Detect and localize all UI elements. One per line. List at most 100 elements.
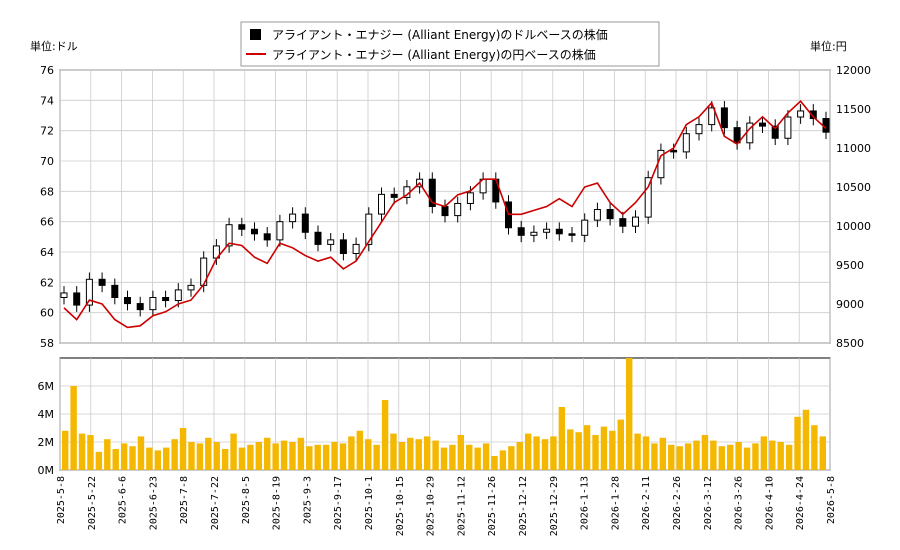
candle-body <box>759 122 766 127</box>
left-tick-label: 72 <box>40 125 54 138</box>
left-axis-ticks: 58 60 62 64 66 68 70 72 74 76 <box>40 64 54 350</box>
volume-bar <box>280 440 288 470</box>
volume-bar <box>255 442 263 470</box>
x-tick-label: 2025-9-3 <box>302 476 313 524</box>
x-tick-label: 2025-9-17 <box>333 476 344 530</box>
volume-bar <box>390 433 397 470</box>
volume-bar <box>171 439 178 470</box>
volume-bars <box>62 358 826 470</box>
candle-body <box>85 278 93 306</box>
x-tick-label: 2025-7-22 <box>210 476 221 530</box>
volume-bar <box>146 447 153 470</box>
volume-axis-ticks: 0M 2M 4M 6M <box>38 380 55 477</box>
volume-bar <box>423 436 431 470</box>
left-tick-label: 70 <box>40 155 54 168</box>
volume-bar <box>684 443 692 470</box>
legend-box <box>240 21 660 67</box>
volume-bar <box>289 442 296 470</box>
right-tick-label: 11500 <box>836 103 871 116</box>
x-tick-label: 2026-2-26 <box>672 476 683 530</box>
volume-bar <box>499 450 507 470</box>
left-tick-label: 58 <box>40 337 54 350</box>
x-tick-label: 2026-1-13 <box>580 476 591 530</box>
right-axis-unit: 単位:円 <box>810 39 847 53</box>
candle-body <box>466 192 474 204</box>
candle-body <box>276 221 284 241</box>
jpy-price-line <box>63 100 827 329</box>
candle-body <box>644 177 652 218</box>
volume-bar <box>769 440 776 470</box>
volume-bar <box>668 444 675 470</box>
x-tick-label: 2026-5-8 <box>826 476 837 524</box>
candle-body <box>352 243 360 255</box>
legend: アライアント・エナジー (Alliant Energy)のドルベースの株価 アラ… <box>240 21 660 67</box>
volume-bar <box>508 446 515 470</box>
volume-bar <box>179 428 187 470</box>
candle-body <box>695 124 703 135</box>
volume-tick-label: 2M <box>38 436 55 449</box>
volume-bar <box>617 419 624 470</box>
volume-bar <box>474 447 481 470</box>
candle-body <box>733 127 741 144</box>
volume-bar <box>760 436 768 470</box>
candle-body <box>428 178 436 207</box>
candle-body <box>606 209 614 220</box>
x-tick-label: 2025-5-8 <box>56 476 67 524</box>
x-tick-label: 2026-2-11 <box>641 476 652 530</box>
candle-body <box>593 209 601 221</box>
x-tick-label: 2025-10-1 <box>364 476 375 530</box>
volume-bar <box>541 439 549 470</box>
volume-bar <box>137 436 145 470</box>
candle-body <box>124 297 131 305</box>
candle-body <box>632 216 639 227</box>
volume-tick-label: 0M <box>38 464 55 477</box>
candle-body <box>390 193 398 198</box>
candle-body <box>251 228 258 235</box>
volume-bar <box>381 400 389 470</box>
x-tick-label: 2025-12-29 <box>549 476 560 536</box>
volume-bar <box>718 446 725 470</box>
volume-bar <box>609 430 616 470</box>
candle-body <box>339 239 347 255</box>
x-tick-label: 2026-3-12 <box>703 476 714 530</box>
candle-body <box>365 213 373 245</box>
left-tick-label: 60 <box>40 307 54 320</box>
volume-bar <box>558 407 566 470</box>
candle-body <box>98 278 106 286</box>
volume-bar <box>785 444 793 470</box>
volume-bar <box>348 436 355 470</box>
candle-body <box>136 303 144 311</box>
volume-bar <box>78 433 86 470</box>
volume-bar <box>676 446 683 470</box>
right-tick-label: 8500 <box>836 337 864 350</box>
volume-bar <box>583 425 591 470</box>
volume-bar <box>752 443 759 470</box>
volume-bar <box>466 444 473 470</box>
candle-body <box>720 107 728 129</box>
candle-body <box>771 125 779 139</box>
volume-bar <box>449 444 456 470</box>
volume-bar <box>710 440 717 470</box>
volume-bar <box>154 450 162 470</box>
volume-bar <box>659 437 667 470</box>
volume-bar <box>95 451 103 470</box>
legend-usd-label: アライアント・エナジー (Alliant Energy)のドルベースの株価 <box>272 27 608 42</box>
volume-bar <box>811 425 818 470</box>
volume-bar <box>205 437 212 470</box>
volume-bar <box>213 442 220 470</box>
volume-bar <box>524 433 532 470</box>
volume-bar <box>339 443 347 470</box>
volume-bar <box>196 443 204 470</box>
right-tick-label: 10000 <box>836 220 871 233</box>
volume-bar <box>272 443 279 470</box>
volume-bar <box>230 433 237 470</box>
volume-bar <box>62 430 69 470</box>
candle-body <box>822 118 830 133</box>
x-tick-label: 2025-10-15 <box>395 476 406 536</box>
volume-bar <box>238 447 246 470</box>
right-tick-label: 9000 <box>836 298 864 311</box>
legend-jpy-label: アライアント・エナジー (Alliant Energy)の円ベースの株価 <box>272 47 596 62</box>
volume-bar <box>693 440 700 470</box>
candle-body <box>378 193 385 215</box>
